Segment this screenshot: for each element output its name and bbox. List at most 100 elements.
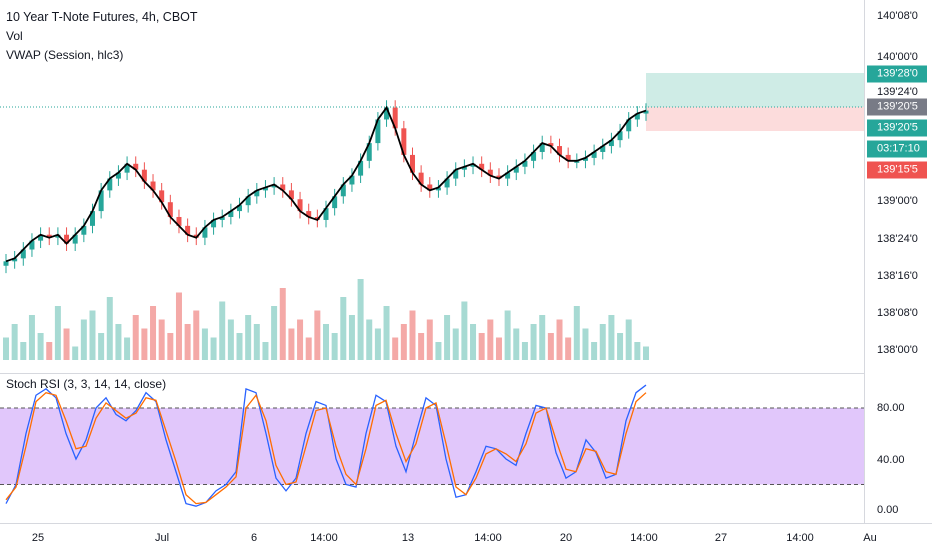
candle-body — [55, 234, 61, 238]
time-tick: 27 — [714, 532, 728, 544]
candle-body — [107, 178, 113, 191]
current-price-badge: 139'20'5 — [867, 98, 927, 116]
volume-bar — [487, 319, 494, 360]
volume-bar — [297, 319, 304, 360]
candle-body — [38, 234, 44, 241]
volume-bar — [400, 324, 407, 360]
volume-bar — [262, 342, 269, 360]
vwap-indicator-label[interactable]: VWAP (Session, hlc3) — [6, 48, 124, 62]
volume-bar — [374, 328, 381, 360]
volume-bar — [158, 319, 165, 360]
candle-body — [435, 187, 441, 191]
volume-bar — [98, 333, 105, 360]
candle-body — [167, 202, 173, 217]
volume-bar — [331, 333, 338, 360]
volume-bar — [28, 315, 35, 360]
volume-bar — [340, 297, 347, 360]
candle-body — [531, 151, 537, 161]
volume-bar — [556, 319, 563, 360]
volume-bar — [175, 292, 182, 360]
time-tick: 14:00 — [786, 532, 814, 544]
chart-legend: 10 Year T-Note Futures, 4h, CBOT Vol VWA… — [6, 8, 198, 65]
volume-bar — [461, 301, 468, 360]
candle-body — [626, 119, 632, 132]
price-tick: 140'00'0 — [877, 51, 918, 63]
candle-body — [262, 187, 268, 191]
candle-body — [64, 234, 70, 244]
volume-bar — [184, 324, 191, 360]
volume-bar — [193, 310, 200, 360]
volume-bar — [513, 328, 520, 360]
rsi-tick: 80.00 — [877, 402, 905, 414]
volume-bar — [573, 306, 580, 360]
volume-bar — [210, 337, 217, 360]
volume-bar — [132, 315, 139, 360]
volume-bar — [63, 328, 70, 360]
stoch-rsi-label[interactable]: Stoch RSI (3, 3, 14, 14, close) — [6, 377, 167, 391]
vwap-line — [5, 105, 647, 263]
candle-body — [202, 227, 208, 238]
candle-body — [565, 154, 571, 161]
volume-bar — [521, 342, 528, 360]
price-tick: 139'00'0 — [877, 195, 918, 207]
candle-body — [418, 172, 424, 185]
candle-body — [185, 225, 191, 235]
candle-body — [358, 160, 364, 176]
stoch-d-line — [5, 391, 647, 505]
volume-bar — [3, 337, 9, 360]
rsi-tick: 40.00 — [877, 454, 905, 466]
candle-body — [12, 258, 18, 262]
candle-body — [487, 169, 493, 176]
rsi-tick: 0.00 — [877, 504, 899, 516]
candle-body — [634, 113, 640, 120]
candle-body — [288, 190, 294, 200]
volume-bar — [599, 324, 606, 360]
volume-bar — [37, 333, 44, 360]
target-zone — [646, 73, 864, 107]
volume-bar — [591, 342, 598, 360]
price-tick: 140'08'0 — [877, 10, 918, 22]
stop-zone — [646, 107, 864, 131]
volume-bar — [323, 324, 329, 360]
price-axis[interactable]: 140'08'0 140'00'0 139'24'0 139'00'0 138'… — [864, 0, 932, 523]
time-tick: 20 — [559, 532, 573, 544]
stop-price-badge: 139'15'5 — [867, 161, 927, 179]
volume-bar — [582, 328, 589, 360]
volume-bar — [141, 328, 148, 360]
volume-bar — [271, 306, 278, 360]
volume-bar — [470, 324, 477, 360]
time-tick: 14:00 — [310, 532, 338, 544]
candle-body — [591, 151, 597, 158]
volume-bar — [279, 288, 286, 360]
volume-bar — [46, 342, 53, 360]
candle-body — [470, 163, 476, 167]
rsi-band — [0, 408, 864, 485]
stoch-k-line — [5, 384, 647, 507]
time-tick: Au — [863, 532, 877, 544]
candle-body — [20, 249, 26, 259]
volume-bar — [478, 333, 485, 360]
candle-body — [211, 219, 217, 228]
volume-bar — [115, 324, 122, 360]
volume-bar — [366, 319, 373, 360]
time-axis[interactable]: 25 Jul 6 14:00 13 14:00 20 14:00 27 14:0… — [0, 523, 932, 551]
candle-body — [574, 160, 580, 163]
volume-bar — [253, 324, 260, 360]
target-price-badge: 139'28'0 — [867, 65, 927, 83]
candle-body — [228, 211, 234, 217]
pane-separator[interactable] — [0, 373, 864, 374]
candle-body — [444, 178, 450, 188]
candle-body — [384, 107, 390, 120]
price-tick: 138'00'0 — [877, 344, 918, 356]
symbol-title[interactable]: 10 Year T-Note Futures, 4h, CBOT — [6, 10, 198, 24]
candle-body — [150, 181, 156, 191]
candle-body — [366, 143, 372, 161]
volume-bar — [288, 328, 295, 360]
candle-body — [643, 110, 649, 114]
candle-body — [479, 163, 485, 170]
candle-body — [245, 196, 251, 206]
volume-bar — [314, 310, 321, 360]
vol-indicator-label[interactable]: Vol — [6, 29, 23, 43]
candle-body — [496, 175, 502, 179]
